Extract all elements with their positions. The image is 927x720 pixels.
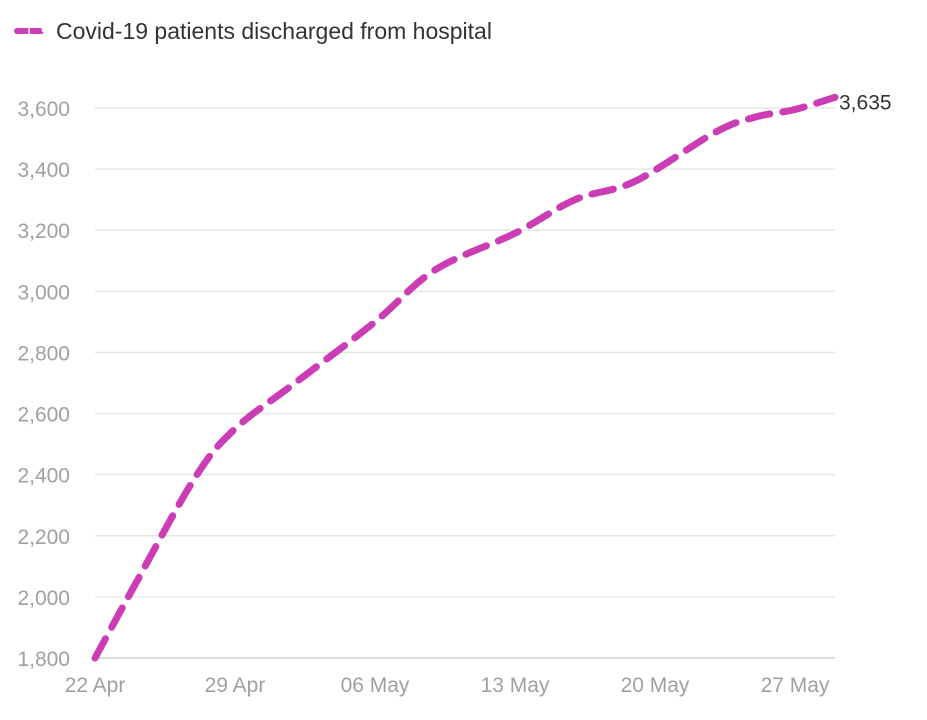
x-axis-ticks: 22 Apr 29 Apr 06 May 13 May 20 May 27 May [65,674,830,697]
y-tick-label: 2,000 [17,587,70,610]
y-tick-label: 3,400 [17,159,70,182]
y-tick-label: 3,600 [17,98,70,121]
x-tick-label: 27 May [761,674,830,697]
x-tick-label: 22 Apr [65,674,126,697]
x-tick-label: 20 May [621,674,690,697]
y-tick-label: 3,000 [17,281,70,304]
y-tick-label: 2,400 [17,465,70,488]
grid-lines [95,107,835,659]
x-tick-label: 29 Apr [205,674,266,697]
y-tick-label: 3,200 [17,220,70,243]
series-layer: 3,635 [91,91,892,662]
x-tick-label: 13 May [481,674,550,697]
legend-label: Covid-19 patients discharged from hospit… [56,17,492,44]
legend: Covid-19 patients discharged from hospit… [14,16,492,46]
y-axis-ticks: 1,800 2,000 2,200 2,400 2,600 2,800 3,000 3,200… [17,98,70,671]
x-tick-label: 06 May [341,674,410,697]
y-tick-label: 2,800 [17,342,70,365]
series-end-label: 3,635 [839,91,892,114]
y-tick-label: 1,800 [17,648,70,671]
legend-swatch-dash [14,28,44,34]
y-tick-label: 2,200 [17,526,70,549]
y-tick-label: 2,600 [17,404,70,427]
series-line [91,93,839,662]
